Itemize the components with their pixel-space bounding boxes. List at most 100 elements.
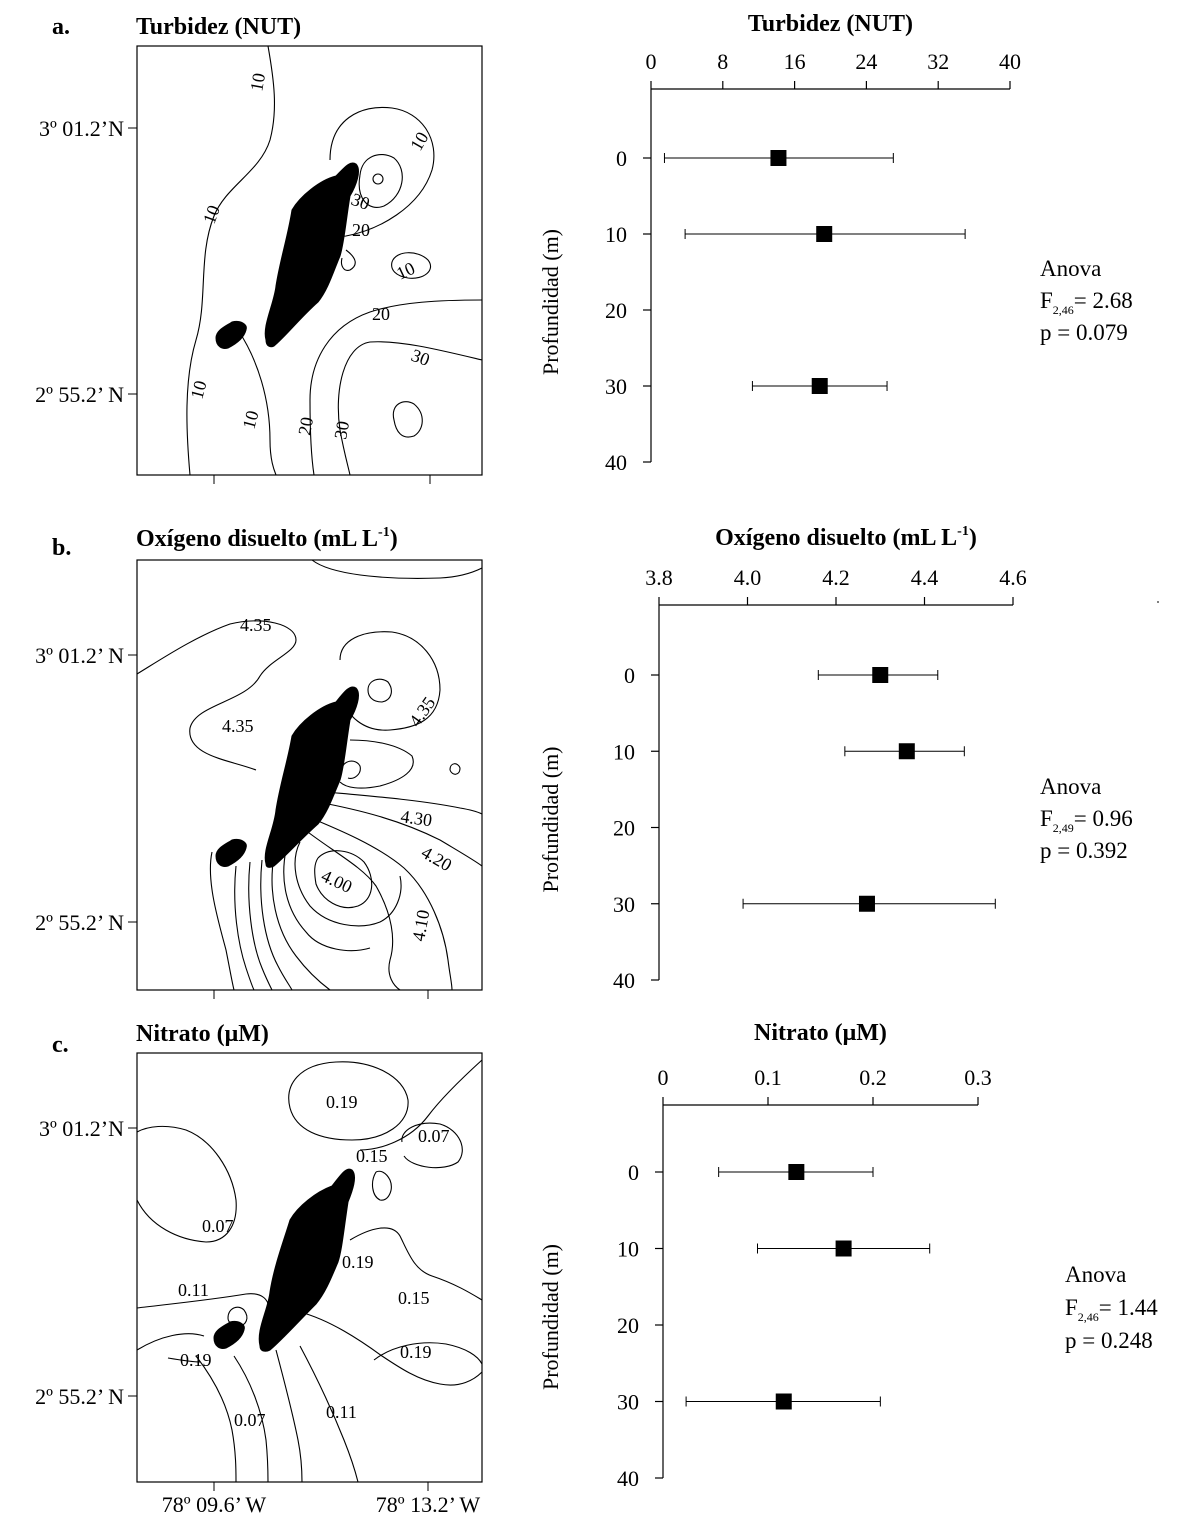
contour-labels-c: 0.19 0.15 0.07 0.07 0.19 0.11 0.15 0.19 … <box>178 1092 450 1430</box>
island-small-a <box>215 321 247 349</box>
contour-label: 10 <box>199 203 224 227</box>
title-superscript: -1 <box>957 524 969 539</box>
anova-b: Anova F2,49= 0.96 p = 0.392 <box>1040 774 1133 863</box>
anova-p: p = 0.392 <box>1040 838 1128 863</box>
anova-f: F2,49= 0.96 <box>1040 806 1133 835</box>
contour-label: 10 <box>187 378 211 401</box>
data-point <box>872 667 889 683</box>
oxygen-map: b. Oxígeno disuelto (mL L-1) 3º 01.2’ N … <box>35 525 483 999</box>
x-tick-label: 24 <box>855 49 877 74</box>
island-small-c <box>213 1321 245 1349</box>
map-frame-b <box>136 559 483 991</box>
contour-label: 4.35 <box>240 615 272 635</box>
lon-right-label: 78º 13.2’ W <box>376 1492 481 1517</box>
lon-left-label: 78º 09.6’ W <box>162 1492 267 1517</box>
anova-a: Anova F2,46= 2.68 p = 0.079 <box>1040 256 1133 345</box>
chart-title: Nitrato (μM) <box>754 1020 887 1046</box>
x-tick-label: 0 <box>646 49 657 74</box>
contour-label: 0.11 <box>178 1280 209 1300</box>
y-tick-label: 40 <box>605 450 627 475</box>
map-title-a: Turbidez (NUT) <box>136 14 301 40</box>
chart-title: Oxígeno disuelto (mL L-1) <box>715 524 977 551</box>
nitrate-depth-chart: Nitrato (μM) 0 0.1 0.2 0.3 0 10 20 30 40 Profundid… <box>538 1020 992 1491</box>
x-tick-label: 40 <box>999 49 1021 74</box>
data-point <box>770 150 787 166</box>
x-tick-label: 8 <box>717 49 728 74</box>
nitrate-map: c. Nitrato (μM) 3º 01.2’N 2º 55.2’ N 78º… <box>35 1021 483 1517</box>
y-axis-label: Profundidad (m) <box>538 746 563 892</box>
panel-label-a: a. <box>52 14 70 40</box>
contour-lines-a <box>186 45 483 476</box>
data-point <box>858 895 875 912</box>
y-tick-label: 20 <box>617 1313 639 1338</box>
contour-lines-b <box>136 559 483 991</box>
title-end: ) <box>969 525 977 551</box>
lat-bottom-label-c: 2º 55.2’ N <box>35 1384 124 1409</box>
data-point <box>788 1164 805 1180</box>
lat-top-label-c: 3º 01.2’N <box>39 1116 124 1141</box>
contour-label: 0.07 <box>234 1410 266 1430</box>
lat-top-label-b: 3º 01.2’ N <box>35 643 124 668</box>
anova-label: Anova <box>1040 256 1101 281</box>
map-frame-c <box>136 1052 483 1483</box>
data-point <box>775 1393 792 1410</box>
contour-label: 30 <box>409 345 433 370</box>
turbidity-map: a. Turbidez (NUT) 3º 01.2’N 2º 55.2’ N 1… <box>35 14 483 484</box>
x-tick-label: 0.3 <box>964 1065 992 1090</box>
contour-label: 10 <box>393 258 418 284</box>
island-small-b <box>215 839 247 867</box>
y-tick-label: 30 <box>617 1390 639 1415</box>
y-tick-label: 30 <box>613 892 635 917</box>
x-tick-label: 0.2 <box>859 1065 887 1090</box>
contour-label: 20 <box>372 304 390 324</box>
y-tick-label: 10 <box>613 739 635 764</box>
contour-label: 10 <box>246 71 269 92</box>
y-tick-label: 20 <box>613 816 635 841</box>
y-tick-label: 10 <box>605 222 627 247</box>
contour-label: 10 <box>239 408 263 431</box>
y-axis-label: Profundidad (m) <box>538 1244 563 1390</box>
x-tick-label: 4.4 <box>911 565 939 590</box>
y-tick-label: 40 <box>617 1466 639 1491</box>
anova-label: Anova <box>1040 774 1101 799</box>
data-point <box>816 226 833 242</box>
data-point <box>898 743 915 760</box>
y-tick-label: 30 <box>605 374 627 399</box>
y-tick-label: 0 <box>616 146 627 171</box>
anova-p: p = 0.248 <box>1065 1328 1153 1353</box>
y-tick-label: 40 <box>613 968 635 993</box>
contour-lines-c <box>136 1059 483 1483</box>
contour-label: 4.10 <box>408 908 433 942</box>
contour-label: 4.30 <box>399 806 433 830</box>
contour-label: 0.19 <box>180 1350 212 1370</box>
x-tick-label: 4.2 <box>822 565 850 590</box>
panel-label-c: c. <box>52 1032 69 1058</box>
x-tick-label: 3.8 <box>645 565 673 590</box>
contour-label: 4.35 <box>405 693 439 730</box>
contour-label: 20 <box>352 220 370 240</box>
contour-label: 4.20 <box>418 842 455 875</box>
contour-label: 0.19 <box>326 1092 358 1112</box>
island-main-c <box>258 1168 355 1352</box>
island-main-b <box>264 686 359 868</box>
lat-bottom-label-b: 2º 55.2’ N <box>35 910 124 935</box>
x-tick-label: 0 <box>658 1065 669 1090</box>
contour-label: 0.15 <box>398 1288 430 1308</box>
map-title-c: Nitrato (μM) <box>136 1021 269 1047</box>
contour-label: 0.11 <box>326 1402 357 1422</box>
x-tick-label: 32 <box>927 49 949 74</box>
x-tick-label: 4.6 <box>999 565 1027 590</box>
y-tick-label: 20 <box>605 298 627 323</box>
chart-title: Turbidez (NUT) <box>748 11 913 37</box>
x-tick-label: 16 <box>784 49 806 74</box>
contour-label: 0.19 <box>400 1342 432 1362</box>
map-frame-a <box>136 45 483 476</box>
map-title-b: Oxígeno disuelto (mL L-1) <box>136 525 398 552</box>
y-axis-label: Profundidad (m) <box>538 229 563 375</box>
lat-top-label-a: 3º 01.2’N <box>39 116 124 141</box>
data-point <box>835 1240 852 1257</box>
panel-label-b: b. <box>52 535 71 561</box>
contour-label: 30 <box>349 189 373 214</box>
lat-bottom-label-a: 2º 55.2’ N <box>35 382 124 407</box>
